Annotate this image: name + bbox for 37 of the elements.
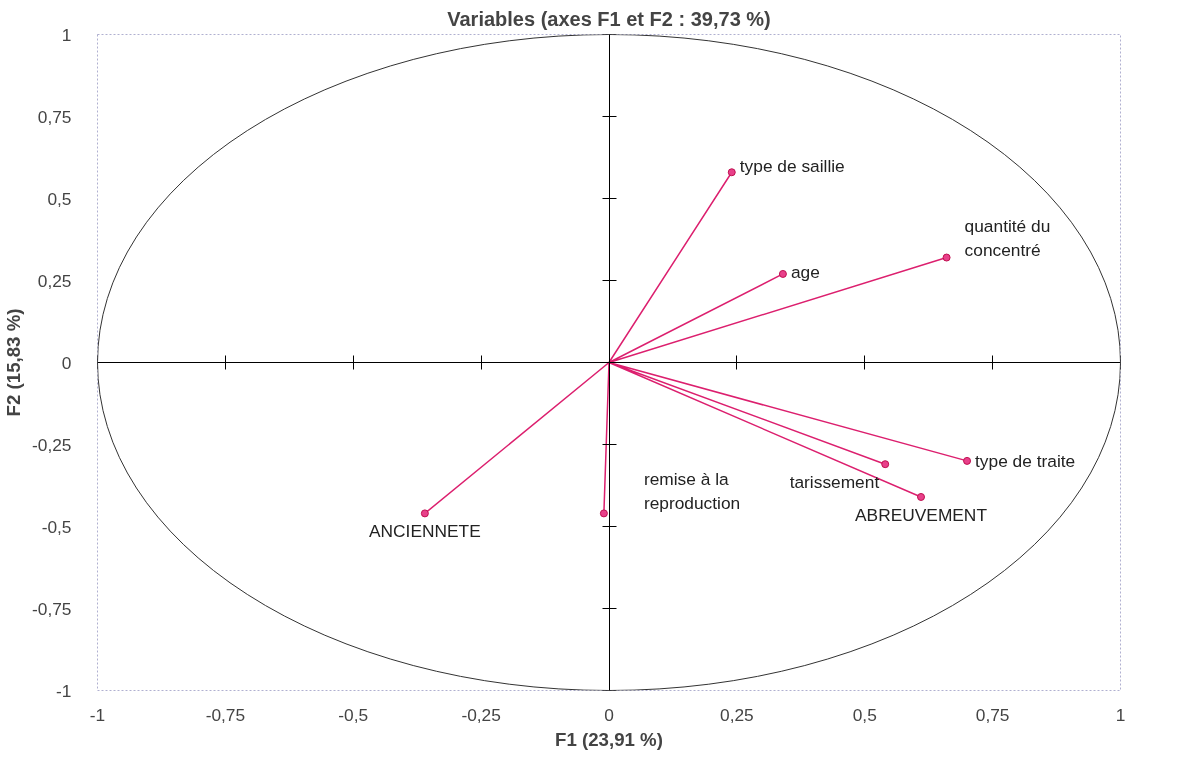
x-tick-label: 0,25: [720, 704, 754, 725]
x-tick-label: -0,5: [338, 704, 369, 725]
point: [420, 509, 429, 518]
x-tick-label: 1: [1115, 704, 1126, 725]
x-tick-label: 0,5: [852, 704, 877, 725]
point: [727, 168, 736, 177]
point: [942, 253, 951, 262]
annotation: tarissement: [789, 472, 880, 493]
chart-title: Variables (axes F1 et F2 : 39,73 %): [447, 7, 771, 30]
annotation: type de traite: [975, 450, 1076, 471]
x-tick-label: -0,25: [461, 704, 501, 725]
point: [881, 460, 890, 469]
y-tick-label: -0,5: [41, 516, 72, 537]
y-tick-label: -1: [56, 680, 72, 701]
y-tick-label: 0,25: [37, 270, 72, 291]
x-axis-title: F1 (23,91 %): [555, 728, 663, 750]
y-axis-title: F2 (15,83 %): [3, 308, 24, 417]
x-tick-label: 0,75: [975, 704, 1010, 725]
y-tick-label: 0,5: [47, 188, 72, 209]
annotation: ANCIENNETE: [369, 521, 481, 542]
annotation: type de saillie: [739, 156, 845, 177]
x-tick-label: -1: [89, 704, 106, 725]
x-tick-label: -0,75: [205, 704, 246, 725]
y-tick-label: -0,25: [32, 434, 72, 455]
annotation: quantité du concentré: [964, 215, 1051, 260]
x-tick-label: 0: [604, 704, 614, 725]
point: [963, 456, 972, 465]
annotation: remise à la reproduction: [643, 469, 741, 514]
annotation: ABREUVEMENT: [855, 504, 988, 525]
y-tick-label: 0: [61, 352, 72, 373]
point: [599, 509, 608, 518]
point: [778, 269, 787, 278]
y-tick-label: 0,75: [37, 106, 72, 127]
y-tick-label: -0,75: [32, 598, 72, 619]
annotation: age: [790, 261, 820, 282]
point: [917, 492, 926, 501]
y-tick-label: 1: [61, 24, 72, 45]
